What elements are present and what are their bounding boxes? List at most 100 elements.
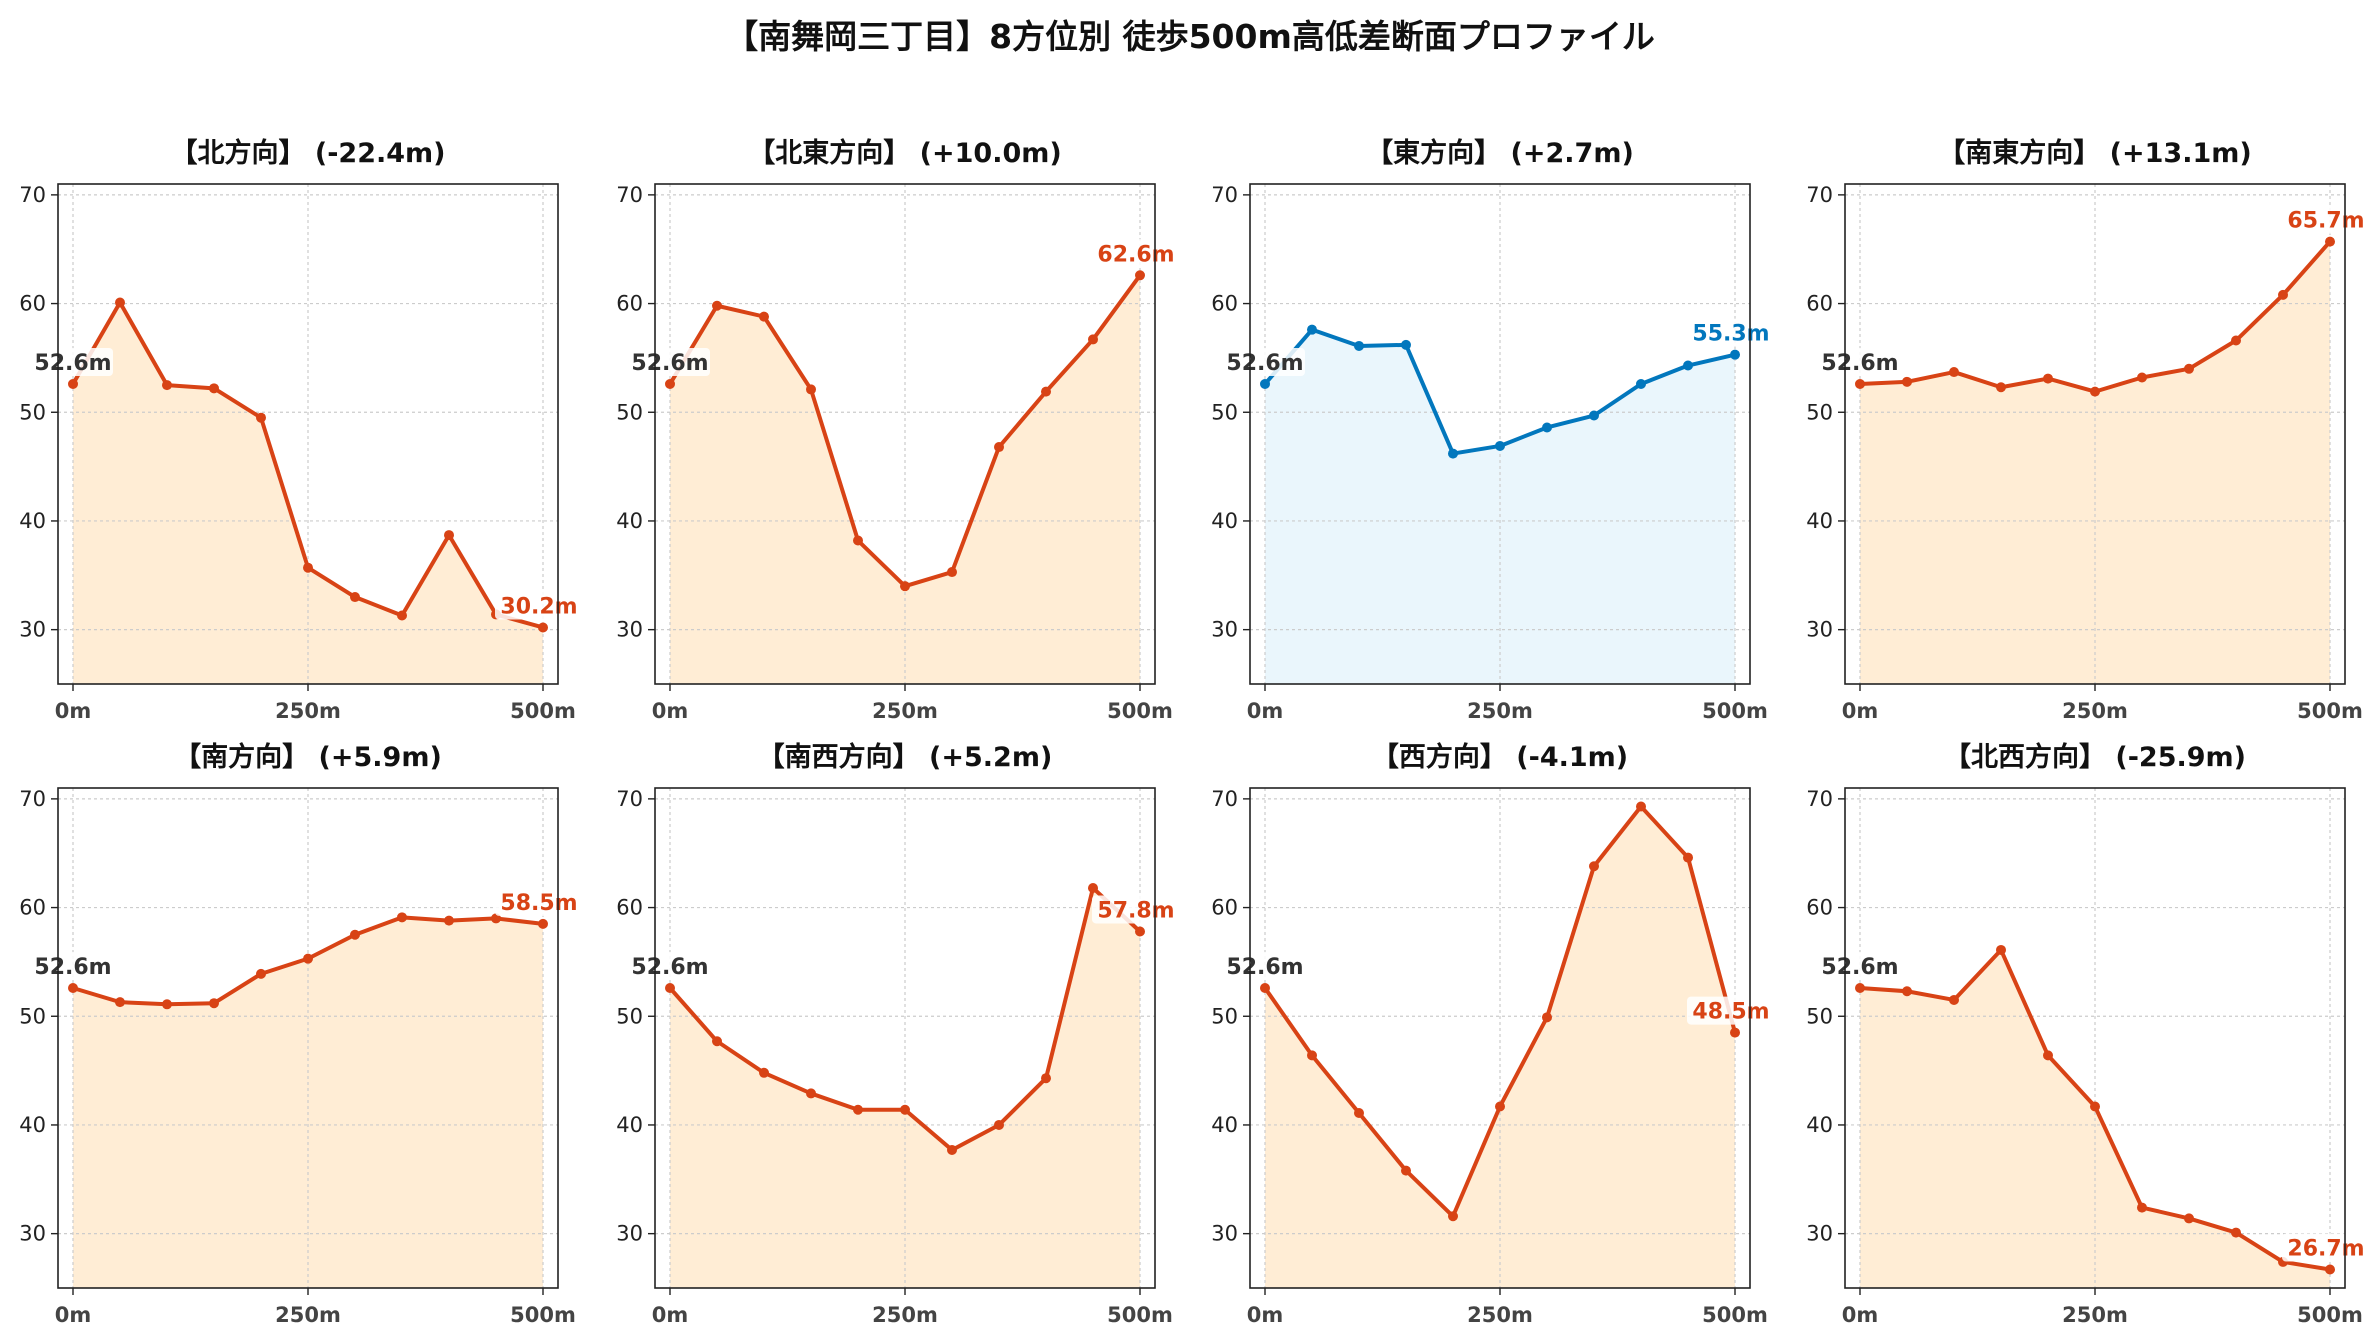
data-point (397, 912, 407, 923)
start-label-bg (630, 348, 710, 376)
data-point (1495, 1101, 1505, 1112)
start-label: 52.6m (1226, 955, 1303, 980)
data-point (1949, 994, 1959, 1005)
data-point (1260, 983, 1270, 993)
y-tick-label: 40 (1806, 509, 1833, 533)
data-point (303, 953, 313, 964)
data-point (853, 1104, 863, 1115)
data-point (1542, 422, 1552, 433)
end-label-bg (1092, 895, 1178, 924)
data-point (68, 379, 78, 389)
data-point (1307, 324, 1317, 335)
y-tick-label: 60 (19, 896, 46, 920)
y-tick-label: 70 (19, 183, 46, 207)
y-tick-label: 50 (1806, 400, 1833, 424)
y-tick-label: 30 (1211, 1222, 1238, 1246)
data-point (900, 1104, 910, 1115)
end-label: 26.7m (2287, 1237, 2364, 1262)
data-point (209, 383, 219, 394)
data-point (538, 918, 548, 929)
start-label: 52.6m (1226, 351, 1303, 376)
y-tick-label: 60 (1211, 896, 1238, 920)
y-tick-label: 30 (1806, 1222, 1833, 1246)
panel-7: 【西方向】 (-4.1m) 52.6m 48.5m 30 40 50 60 70 0m 250m 5… (1211, 741, 1773, 1327)
end-label: 30.2m (500, 594, 577, 619)
data-point (1354, 1108, 1364, 1118)
y-tick-label: 70 (1211, 787, 1238, 811)
data-point (350, 929, 360, 940)
y-tick-label: 40 (1211, 1113, 1238, 1137)
data-point (853, 535, 863, 546)
data-point (1589, 410, 1599, 421)
data-point (444, 530, 454, 541)
data-point (162, 999, 172, 1010)
y-tick-label: 60 (19, 292, 46, 316)
data-point (1135, 270, 1145, 281)
x-tick-label: 500m (2297, 1303, 2363, 1327)
data-point (1135, 926, 1145, 937)
data-point (1996, 944, 2006, 955)
y-tick-label: 30 (1806, 618, 1833, 642)
panel-title: 【南西方向】 (+5.2m) (758, 741, 1053, 773)
end-label-bg (2282, 1233, 2368, 1262)
y-tick-label: 50 (19, 1004, 46, 1028)
data-point (115, 997, 125, 1008)
data-point (1354, 340, 1364, 351)
end-label-bg (2282, 205, 2368, 234)
end-label: 48.5m (1692, 1000, 1769, 1025)
data-point (994, 442, 1004, 453)
data-point (115, 297, 125, 308)
panel-5: 【南方向】 (+5.9m) 52.6m 58.5m 30 40 50 60 70 0m 250m 5… (19, 741, 581, 1327)
start-label-bg (1820, 952, 1900, 980)
data-point (665, 983, 675, 993)
data-point (900, 581, 910, 592)
start-label-bg (1225, 952, 1305, 980)
y-tick-label: 40 (19, 1113, 46, 1137)
data-point (2043, 373, 2053, 384)
y-tick-label: 60 (1211, 292, 1238, 316)
data-point (1636, 801, 1646, 812)
y-tick-label: 50 (1211, 400, 1238, 424)
panel-title: 【北方向】 (-22.4m) (170, 137, 445, 169)
data-point (397, 610, 407, 621)
data-point (994, 1119, 1004, 1130)
data-point (1949, 367, 1959, 378)
data-point (759, 1067, 769, 1078)
data-point (1495, 440, 1505, 451)
area-fill (73, 302, 543, 684)
data-point (1088, 334, 1098, 345)
data-point (162, 380, 172, 391)
data-point (1902, 376, 1912, 387)
start-label: 52.6m (34, 351, 111, 376)
x-tick-label: 250m (872, 699, 938, 723)
start-label-bg (1820, 348, 1900, 376)
data-point (2325, 1264, 2335, 1275)
y-tick-label: 40 (19, 509, 46, 533)
data-point (538, 622, 548, 633)
data-point (947, 567, 957, 578)
main-title: 【南舞岡三丁目】8方位別 徒歩500m高低差断面プロファイル (725, 17, 1655, 56)
data-point (806, 1088, 816, 1099)
x-tick-label: 0m (1247, 699, 1284, 723)
data-point (1730, 349, 1740, 360)
y-tick-label: 60 (616, 896, 643, 920)
end-label-bg (495, 591, 581, 620)
x-tick-label: 500m (510, 1303, 576, 1327)
end-label: 62.6m (1097, 242, 1174, 267)
area-fill (1265, 329, 1735, 684)
area-fill (1265, 806, 1735, 1288)
y-tick-label: 40 (1806, 1113, 1833, 1137)
panel-title: 【東方向】 (+2.7m) (1366, 137, 1634, 169)
y-tick-label: 40 (1211, 509, 1238, 533)
end-label-bg (1092, 239, 1178, 268)
data-point (303, 562, 313, 573)
y-tick-label: 50 (1211, 1004, 1238, 1028)
start-label: 52.6m (631, 351, 708, 376)
data-point (256, 968, 266, 979)
data-point (1448, 448, 1458, 459)
x-tick-label: 250m (1467, 1303, 1533, 1327)
data-point (712, 300, 722, 311)
start-label: 52.6m (1821, 351, 1898, 376)
y-tick-label: 40 (616, 1113, 643, 1137)
y-tick-label: 50 (616, 400, 643, 424)
